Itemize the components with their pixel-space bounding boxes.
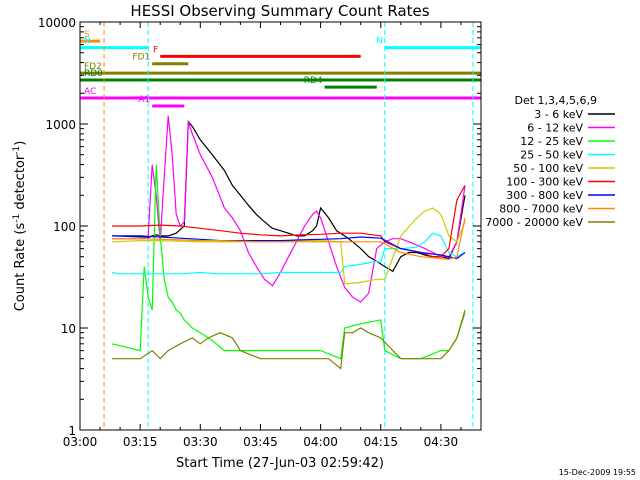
x-tick-label-2: 03:30 <box>183 435 218 449</box>
y-tick-label-2: 100 <box>53 220 76 234</box>
series-line-3 <box>112 232 466 275</box>
legend-label-4: 50 - 100 keV <box>513 162 583 175</box>
timestamp: 15-Dec-2009 19:55 <box>559 468 636 477</box>
x-axis-label: Start Time (27-Jun-03 02:59:42) <box>176 456 384 471</box>
chart-title: HESSI Observing Summary Count Rates <box>130 2 429 20</box>
state-label-ac-8: AC <box>84 87 96 97</box>
legend-label-7: 800 - 7000 keV <box>499 203 583 216</box>
series-line-7 <box>112 217 466 261</box>
legend-label-2: 12 - 25 keV <box>520 135 583 148</box>
legend-label-8: 7000 - 20000 keV <box>485 216 583 229</box>
series-line-1 <box>112 115 466 303</box>
y-tick-label-4: 10000 <box>38 16 76 30</box>
legend-label-5: 100 - 300 keV <box>506 176 583 189</box>
y-axis-label: Count Rate (s-1 detector-1) <box>12 141 28 312</box>
x-tick-label-6: 04:30 <box>424 435 459 449</box>
state-label-n-2: N <box>376 37 383 47</box>
series-line-5 <box>112 185 466 258</box>
y-tick-label-3: 1000 <box>45 118 76 132</box>
x-tick-label-3: 03:45 <box>243 435 278 449</box>
legend-label-1: 6 - 12 keV <box>527 122 583 135</box>
series-line-6 <box>112 235 466 260</box>
y-tick-label-1: 10 <box>61 322 76 336</box>
series-line-8 <box>112 309 466 370</box>
series-line-4 <box>112 207 466 285</box>
series-line-2 <box>111 164 466 360</box>
x-tick-label-5: 04:15 <box>363 435 398 449</box>
legend-label-0: 3 - 6 keV <box>534 108 583 121</box>
state-label-s-0: S <box>84 30 90 40</box>
state-label-rd0-6: RD0 <box>84 69 103 79</box>
legend-label-6: 300 - 800 keV <box>506 189 583 202</box>
x-tick-label-0: 03:00 <box>63 435 98 449</box>
state-label-rd4-7: RD4 <box>304 76 323 86</box>
y-tick-label-0: 1 <box>68 424 76 438</box>
state-label-a1-9: A1 <box>138 95 150 105</box>
x-tick-label-1: 03:15 <box>123 435 158 449</box>
legend-title: Det 1,3,4,5,6,9 <box>514 94 597 107</box>
state-label-n-1: N <box>84 37 91 47</box>
state-label-fd2-5: FD2 <box>84 62 102 72</box>
state-label-fd1-4: FD1 <box>132 53 150 63</box>
state-label-f-3: F <box>153 45 158 55</box>
x-tick-label-4: 04:00 <box>303 435 338 449</box>
legend-label-3: 25 - 50 keV <box>520 149 583 162</box>
series-line-0 <box>112 120 466 273</box>
